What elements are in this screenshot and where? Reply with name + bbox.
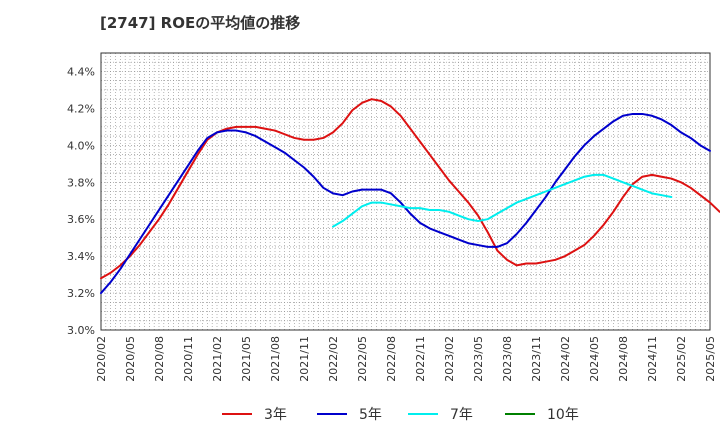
x-tick-label: 2023/11 <box>530 336 543 382</box>
series-lines <box>100 98 720 295</box>
x-tick-label: 2023/08 <box>501 336 514 382</box>
y-tick-label: 3.8% <box>67 176 95 189</box>
legend-label-0: 3年 <box>264 407 287 423</box>
plot-frame <box>100 52 711 331</box>
x-tick-label: 2021/05 <box>240 336 253 382</box>
x-tick-label: 2021/02 <box>211 336 224 382</box>
x-axis: 2020/02 2020/05 2020/08 2020/11 2021/02 2021/… <box>95 336 717 382</box>
y-tick-label: 4.4% <box>67 65 95 78</box>
x-tick-label: 2022/05 <box>356 336 369 382</box>
grid <box>100 52 711 331</box>
x-tick-label: 2021/08 <box>269 336 282 382</box>
legend-label-2: 7年 <box>450 407 473 423</box>
x-tick-label: 2025/02 <box>675 336 688 382</box>
x-tick-label: 2020/08 <box>153 336 166 382</box>
y-tick-label: 3.6% <box>67 213 95 226</box>
x-tick-label: 2020/05 <box>124 336 137 382</box>
x-tick-label: 2024/08 <box>617 336 630 382</box>
y-axis: 3.0% 3.2% 3.4% 3.6% 3.8% 4.0% 4.2% 4.4% <box>67 65 95 337</box>
y-tick-label: 3.0% <box>67 324 95 337</box>
x-tick-label: 2023/02 <box>443 336 456 382</box>
x-tick-label: 2023/05 <box>472 336 485 382</box>
x-tick-label: 2024/05 <box>588 336 601 382</box>
x-tick-label: 2022/11 <box>414 336 427 382</box>
legend-label-1: 5年 <box>359 407 382 423</box>
legend-label-3: 10年 <box>547 407 579 423</box>
x-tick-label: 2020/02 <box>95 336 108 382</box>
series-line-2 <box>332 173 673 228</box>
x-tick-label: 2021/11 <box>298 336 311 382</box>
series-line-0 <box>100 98 720 280</box>
legend: 3年 5年 7年 10年 <box>222 407 579 423</box>
x-tick-label: 2022/08 <box>385 336 398 382</box>
y-tick-label: 3.4% <box>67 250 95 263</box>
y-tick-label: 3.2% <box>67 287 95 300</box>
y-tick-label: 4.0% <box>67 139 95 152</box>
chart-title: [2747] ROEの平均値の推移 <box>100 14 301 32</box>
y-tick-label: 4.2% <box>67 102 95 115</box>
x-tick-label: 2024/02 <box>559 336 572 382</box>
x-tick-label: 2025/05 <box>704 336 717 382</box>
x-tick-label: 2022/02 <box>327 336 340 382</box>
x-tick-label: 2020/11 <box>182 336 195 382</box>
x-tick-label: 2024/11 <box>646 336 659 382</box>
